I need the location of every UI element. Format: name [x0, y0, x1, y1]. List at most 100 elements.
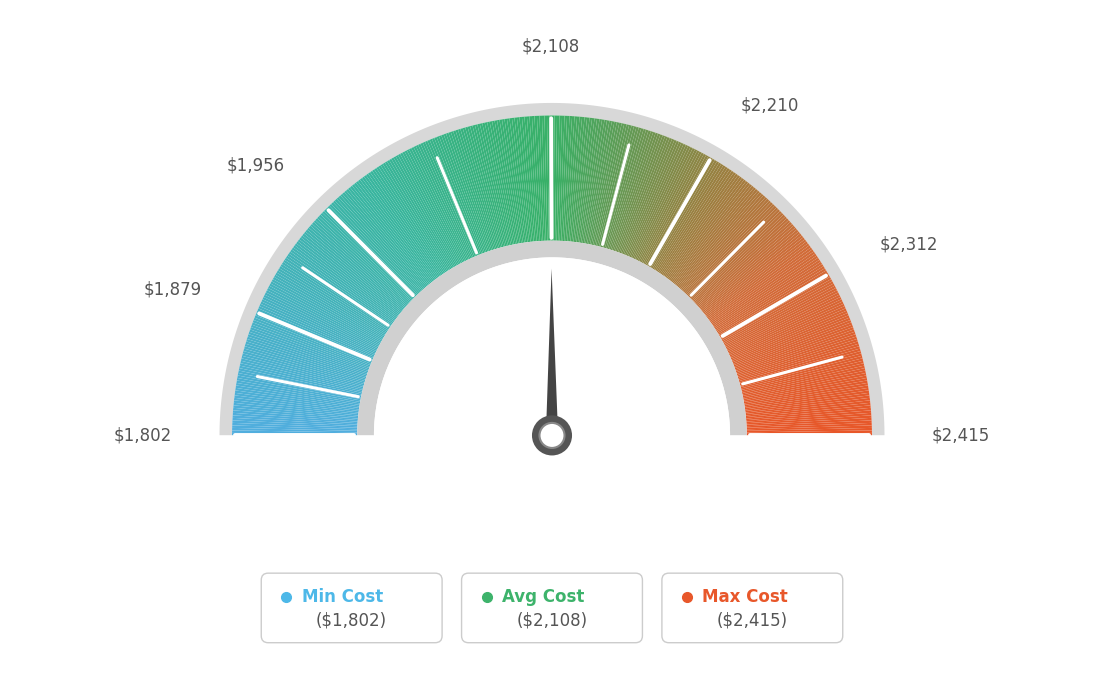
- Wedge shape: [625, 139, 675, 255]
- Wedge shape: [744, 378, 868, 402]
- Wedge shape: [648, 157, 713, 267]
- Wedge shape: [247, 337, 367, 377]
- Wedge shape: [312, 222, 407, 306]
- Wedge shape: [527, 116, 539, 242]
- Wedge shape: [263, 297, 376, 353]
- Wedge shape: [556, 115, 562, 241]
- Wedge shape: [534, 116, 543, 241]
- Wedge shape: [310, 224, 406, 308]
- Wedge shape: [372, 169, 444, 275]
- Wedge shape: [729, 299, 842, 354]
- Wedge shape: [253, 320, 370, 366]
- Wedge shape: [304, 231, 402, 313]
- Wedge shape: [306, 230, 403, 311]
- Wedge shape: [611, 130, 651, 250]
- Text: ($2,108): ($2,108): [517, 611, 587, 629]
- Wedge shape: [660, 169, 732, 275]
- Wedge shape: [453, 130, 493, 250]
- Wedge shape: [267, 288, 379, 347]
- Wedge shape: [709, 246, 810, 321]
- Wedge shape: [537, 116, 544, 241]
- Wedge shape: [615, 132, 658, 252]
- Wedge shape: [664, 174, 739, 277]
- Wedge shape: [286, 255, 391, 327]
- Wedge shape: [746, 405, 871, 419]
- Wedge shape: [238, 368, 362, 396]
- Wedge shape: [618, 135, 662, 253]
- Wedge shape: [623, 137, 670, 255]
- Wedge shape: [347, 189, 428, 286]
- Wedge shape: [374, 257, 730, 435]
- Wedge shape: [232, 423, 358, 429]
- Wedge shape: [689, 208, 778, 297]
- Wedge shape: [740, 348, 861, 384]
- Wedge shape: [737, 339, 858, 378]
- Wedge shape: [745, 400, 870, 415]
- Wedge shape: [542, 115, 548, 241]
- Wedge shape: [711, 251, 815, 325]
- Wedge shape: [270, 282, 381, 343]
- Wedge shape: [561, 116, 570, 241]
- Wedge shape: [519, 117, 533, 242]
- Wedge shape: [238, 371, 361, 397]
- Wedge shape: [745, 393, 870, 411]
- Wedge shape: [280, 264, 388, 333]
- Wedge shape: [668, 178, 744, 279]
- Wedge shape: [507, 118, 527, 243]
- Wedge shape: [583, 119, 605, 244]
- Wedge shape: [678, 190, 760, 287]
- Wedge shape: [243, 348, 364, 384]
- Wedge shape: [596, 124, 627, 246]
- Wedge shape: [729, 302, 843, 355]
- Wedge shape: [512, 118, 529, 242]
- Wedge shape: [245, 344, 365, 381]
- Wedge shape: [505, 119, 524, 243]
- Wedge shape: [746, 433, 872, 435]
- Wedge shape: [575, 118, 592, 242]
- Wedge shape: [604, 127, 639, 248]
- Wedge shape: [235, 391, 359, 409]
- Wedge shape: [661, 171, 734, 275]
- Wedge shape: [442, 135, 486, 253]
- Wedge shape: [725, 290, 838, 348]
- Wedge shape: [255, 313, 372, 362]
- Wedge shape: [565, 116, 577, 242]
- Text: ($2,415): ($2,415): [716, 611, 788, 629]
- Wedge shape: [746, 420, 872, 428]
- Wedge shape: [667, 177, 742, 279]
- Wedge shape: [243, 351, 364, 386]
- Wedge shape: [743, 375, 867, 400]
- Wedge shape: [355, 181, 434, 282]
- Wedge shape: [736, 332, 856, 374]
- Wedge shape: [234, 393, 359, 411]
- Wedge shape: [254, 317, 371, 365]
- Wedge shape: [731, 308, 847, 359]
- Text: $1,956: $1,956: [226, 157, 285, 175]
- Wedge shape: [360, 178, 436, 279]
- Wedge shape: [703, 233, 802, 314]
- Wedge shape: [262, 299, 375, 354]
- Wedge shape: [414, 146, 469, 260]
- Text: $1,802: $1,802: [114, 426, 172, 444]
- Wedge shape: [569, 117, 582, 242]
- Wedge shape: [746, 413, 871, 423]
- Wedge shape: [342, 192, 425, 288]
- Wedge shape: [385, 161, 452, 269]
- Wedge shape: [362, 177, 437, 279]
- Wedge shape: [432, 138, 480, 255]
- Wedge shape: [741, 353, 862, 387]
- Wedge shape: [514, 117, 531, 242]
- Wedge shape: [641, 152, 702, 264]
- Wedge shape: [645, 154, 707, 265]
- Wedge shape: [723, 282, 834, 343]
- Wedge shape: [734, 322, 852, 368]
- Wedge shape: [240, 363, 362, 393]
- Wedge shape: [745, 391, 869, 409]
- Wedge shape: [691, 211, 782, 300]
- Wedge shape: [567, 117, 580, 242]
- Wedge shape: [251, 325, 369, 369]
- Wedge shape: [295, 244, 396, 319]
- Wedge shape: [654, 163, 721, 270]
- Wedge shape: [606, 128, 644, 249]
- Wedge shape: [619, 135, 665, 253]
